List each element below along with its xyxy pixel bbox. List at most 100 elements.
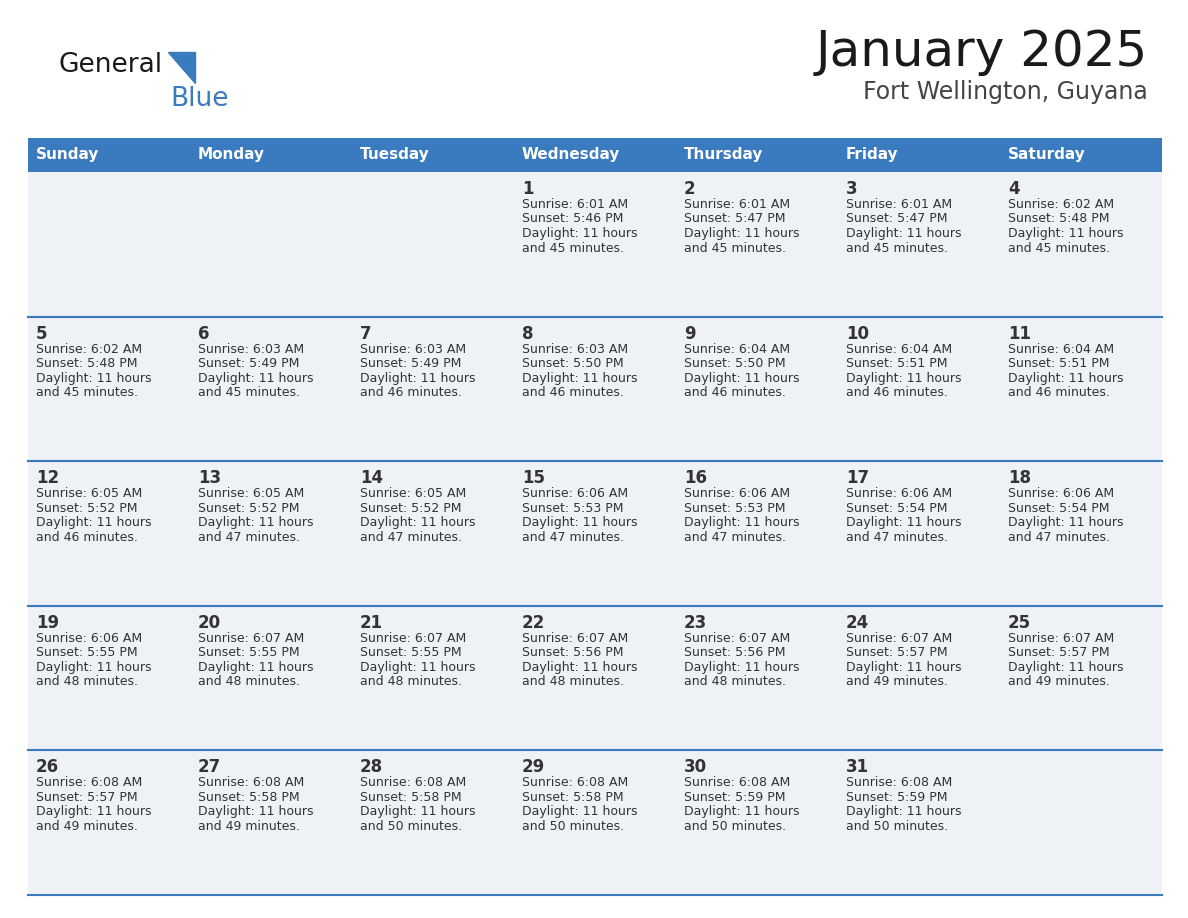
Text: 11: 11 — [1007, 325, 1031, 342]
Text: 3: 3 — [846, 180, 858, 198]
Text: Sunrise: 6:01 AM: Sunrise: 6:01 AM — [846, 198, 952, 211]
Text: Sunrise: 6:06 AM: Sunrise: 6:06 AM — [846, 487, 952, 500]
Text: Sunset: 5:46 PM: Sunset: 5:46 PM — [522, 212, 624, 226]
Bar — [29, 750, 190, 895]
Text: Wednesday: Wednesday — [522, 148, 620, 162]
Text: Sunset: 5:52 PM: Sunset: 5:52 PM — [36, 502, 138, 515]
Text: and 49 minutes.: and 49 minutes. — [1007, 676, 1110, 688]
Text: Sunset: 5:55 PM: Sunset: 5:55 PM — [36, 646, 138, 659]
Text: 9: 9 — [684, 325, 696, 342]
Text: Sunrise: 6:08 AM: Sunrise: 6:08 AM — [360, 777, 466, 789]
Text: Sunset: 5:50 PM: Sunset: 5:50 PM — [522, 357, 624, 370]
Text: Sunset: 5:57 PM: Sunset: 5:57 PM — [36, 791, 138, 804]
Text: Sunset: 5:53 PM: Sunset: 5:53 PM — [684, 502, 785, 515]
Text: 17: 17 — [846, 469, 870, 487]
Text: Sunrise: 6:04 AM: Sunrise: 6:04 AM — [684, 342, 790, 355]
Text: 24: 24 — [846, 614, 870, 632]
Bar — [676, 606, 838, 750]
Text: and 50 minutes.: and 50 minutes. — [360, 820, 462, 833]
Text: 8: 8 — [522, 325, 533, 342]
Text: and 47 minutes.: and 47 minutes. — [846, 531, 948, 543]
Text: 29: 29 — [522, 758, 545, 777]
Bar — [352, 317, 514, 461]
Text: 30: 30 — [684, 758, 707, 777]
Text: Daylight: 11 hours: Daylight: 11 hours — [198, 372, 314, 385]
Bar — [514, 461, 676, 606]
Text: Sunrise: 6:07 AM: Sunrise: 6:07 AM — [198, 632, 304, 644]
Bar — [1000, 461, 1162, 606]
Text: Daylight: 11 hours: Daylight: 11 hours — [522, 227, 638, 240]
Text: Daylight: 11 hours: Daylight: 11 hours — [360, 516, 475, 529]
Text: Daylight: 11 hours: Daylight: 11 hours — [522, 805, 638, 819]
Text: Sunrise: 6:08 AM: Sunrise: 6:08 AM — [846, 777, 953, 789]
Text: Sunrise: 6:07 AM: Sunrise: 6:07 AM — [846, 632, 953, 644]
Text: Fort Wellington, Guyana: Fort Wellington, Guyana — [864, 80, 1148, 104]
Text: Sunset: 5:52 PM: Sunset: 5:52 PM — [360, 502, 461, 515]
Text: Sunset: 5:52 PM: Sunset: 5:52 PM — [198, 502, 299, 515]
Polygon shape — [168, 52, 195, 83]
Text: Sunset: 5:54 PM: Sunset: 5:54 PM — [1007, 502, 1110, 515]
Bar — [838, 750, 1000, 895]
Text: Sunrise: 6:05 AM: Sunrise: 6:05 AM — [360, 487, 466, 500]
Text: and 45 minutes.: and 45 minutes. — [1007, 241, 1110, 254]
Bar — [514, 172, 676, 317]
Text: and 45 minutes.: and 45 minutes. — [198, 386, 301, 399]
Text: 19: 19 — [36, 614, 59, 632]
Text: 14: 14 — [360, 469, 383, 487]
Text: 15: 15 — [522, 469, 545, 487]
Text: and 48 minutes.: and 48 minutes. — [36, 676, 138, 688]
Text: Sunrise: 6:06 AM: Sunrise: 6:06 AM — [522, 487, 628, 500]
Bar — [29, 317, 190, 461]
Text: Daylight: 11 hours: Daylight: 11 hours — [360, 805, 475, 819]
Text: and 45 minutes.: and 45 minutes. — [36, 386, 138, 399]
Text: Daylight: 11 hours: Daylight: 11 hours — [684, 516, 800, 529]
Text: Sunset: 5:47 PM: Sunset: 5:47 PM — [684, 212, 785, 226]
Text: Sunset: 5:55 PM: Sunset: 5:55 PM — [198, 646, 299, 659]
Text: and 48 minutes.: and 48 minutes. — [198, 676, 301, 688]
Text: Sunrise: 6:06 AM: Sunrise: 6:06 AM — [36, 632, 143, 644]
Text: and 45 minutes.: and 45 minutes. — [684, 241, 786, 254]
Text: 16: 16 — [684, 469, 707, 487]
Text: and 49 minutes.: and 49 minutes. — [198, 820, 299, 833]
Text: Daylight: 11 hours: Daylight: 11 hours — [198, 805, 314, 819]
Bar — [29, 172, 190, 317]
Text: Daylight: 11 hours: Daylight: 11 hours — [684, 227, 800, 240]
Text: Daylight: 11 hours: Daylight: 11 hours — [1007, 372, 1124, 385]
Text: January 2025: January 2025 — [816, 28, 1148, 76]
Text: Sunrise: 6:08 AM: Sunrise: 6:08 AM — [522, 777, 628, 789]
Text: Daylight: 11 hours: Daylight: 11 hours — [846, 372, 961, 385]
Text: 21: 21 — [360, 614, 383, 632]
Text: Sunset: 5:50 PM: Sunset: 5:50 PM — [684, 357, 785, 370]
Bar — [190, 138, 352, 172]
Bar — [676, 172, 838, 317]
Bar — [676, 461, 838, 606]
Text: and 46 minutes.: and 46 minutes. — [36, 531, 138, 543]
Bar — [838, 461, 1000, 606]
Text: 7: 7 — [360, 325, 372, 342]
Text: Sunrise: 6:07 AM: Sunrise: 6:07 AM — [522, 632, 628, 644]
Bar — [838, 172, 1000, 317]
Text: and 46 minutes.: and 46 minutes. — [846, 386, 948, 399]
Text: 25: 25 — [1007, 614, 1031, 632]
Text: Sunrise: 6:08 AM: Sunrise: 6:08 AM — [684, 777, 790, 789]
Text: Daylight: 11 hours: Daylight: 11 hours — [1007, 227, 1124, 240]
Text: Sunset: 5:57 PM: Sunset: 5:57 PM — [1007, 646, 1110, 659]
Text: Monday: Monday — [198, 148, 265, 162]
Text: and 50 minutes.: and 50 minutes. — [522, 820, 624, 833]
Bar — [352, 606, 514, 750]
Text: and 45 minutes.: and 45 minutes. — [522, 241, 624, 254]
Text: and 45 minutes.: and 45 minutes. — [846, 241, 948, 254]
Text: Daylight: 11 hours: Daylight: 11 hours — [684, 372, 800, 385]
Text: Daylight: 11 hours: Daylight: 11 hours — [360, 372, 475, 385]
Text: and 47 minutes.: and 47 minutes. — [198, 531, 301, 543]
Bar — [190, 750, 352, 895]
Text: and 46 minutes.: and 46 minutes. — [684, 386, 786, 399]
Text: and 50 minutes.: and 50 minutes. — [684, 820, 786, 833]
Text: Sunset: 5:56 PM: Sunset: 5:56 PM — [684, 646, 785, 659]
Text: Sunrise: 6:06 AM: Sunrise: 6:06 AM — [1007, 487, 1114, 500]
Bar — [352, 138, 514, 172]
Text: Daylight: 11 hours: Daylight: 11 hours — [522, 661, 638, 674]
Text: Sunset: 5:53 PM: Sunset: 5:53 PM — [522, 502, 624, 515]
Text: 1: 1 — [522, 180, 533, 198]
Text: Sunset: 5:59 PM: Sunset: 5:59 PM — [684, 791, 785, 804]
